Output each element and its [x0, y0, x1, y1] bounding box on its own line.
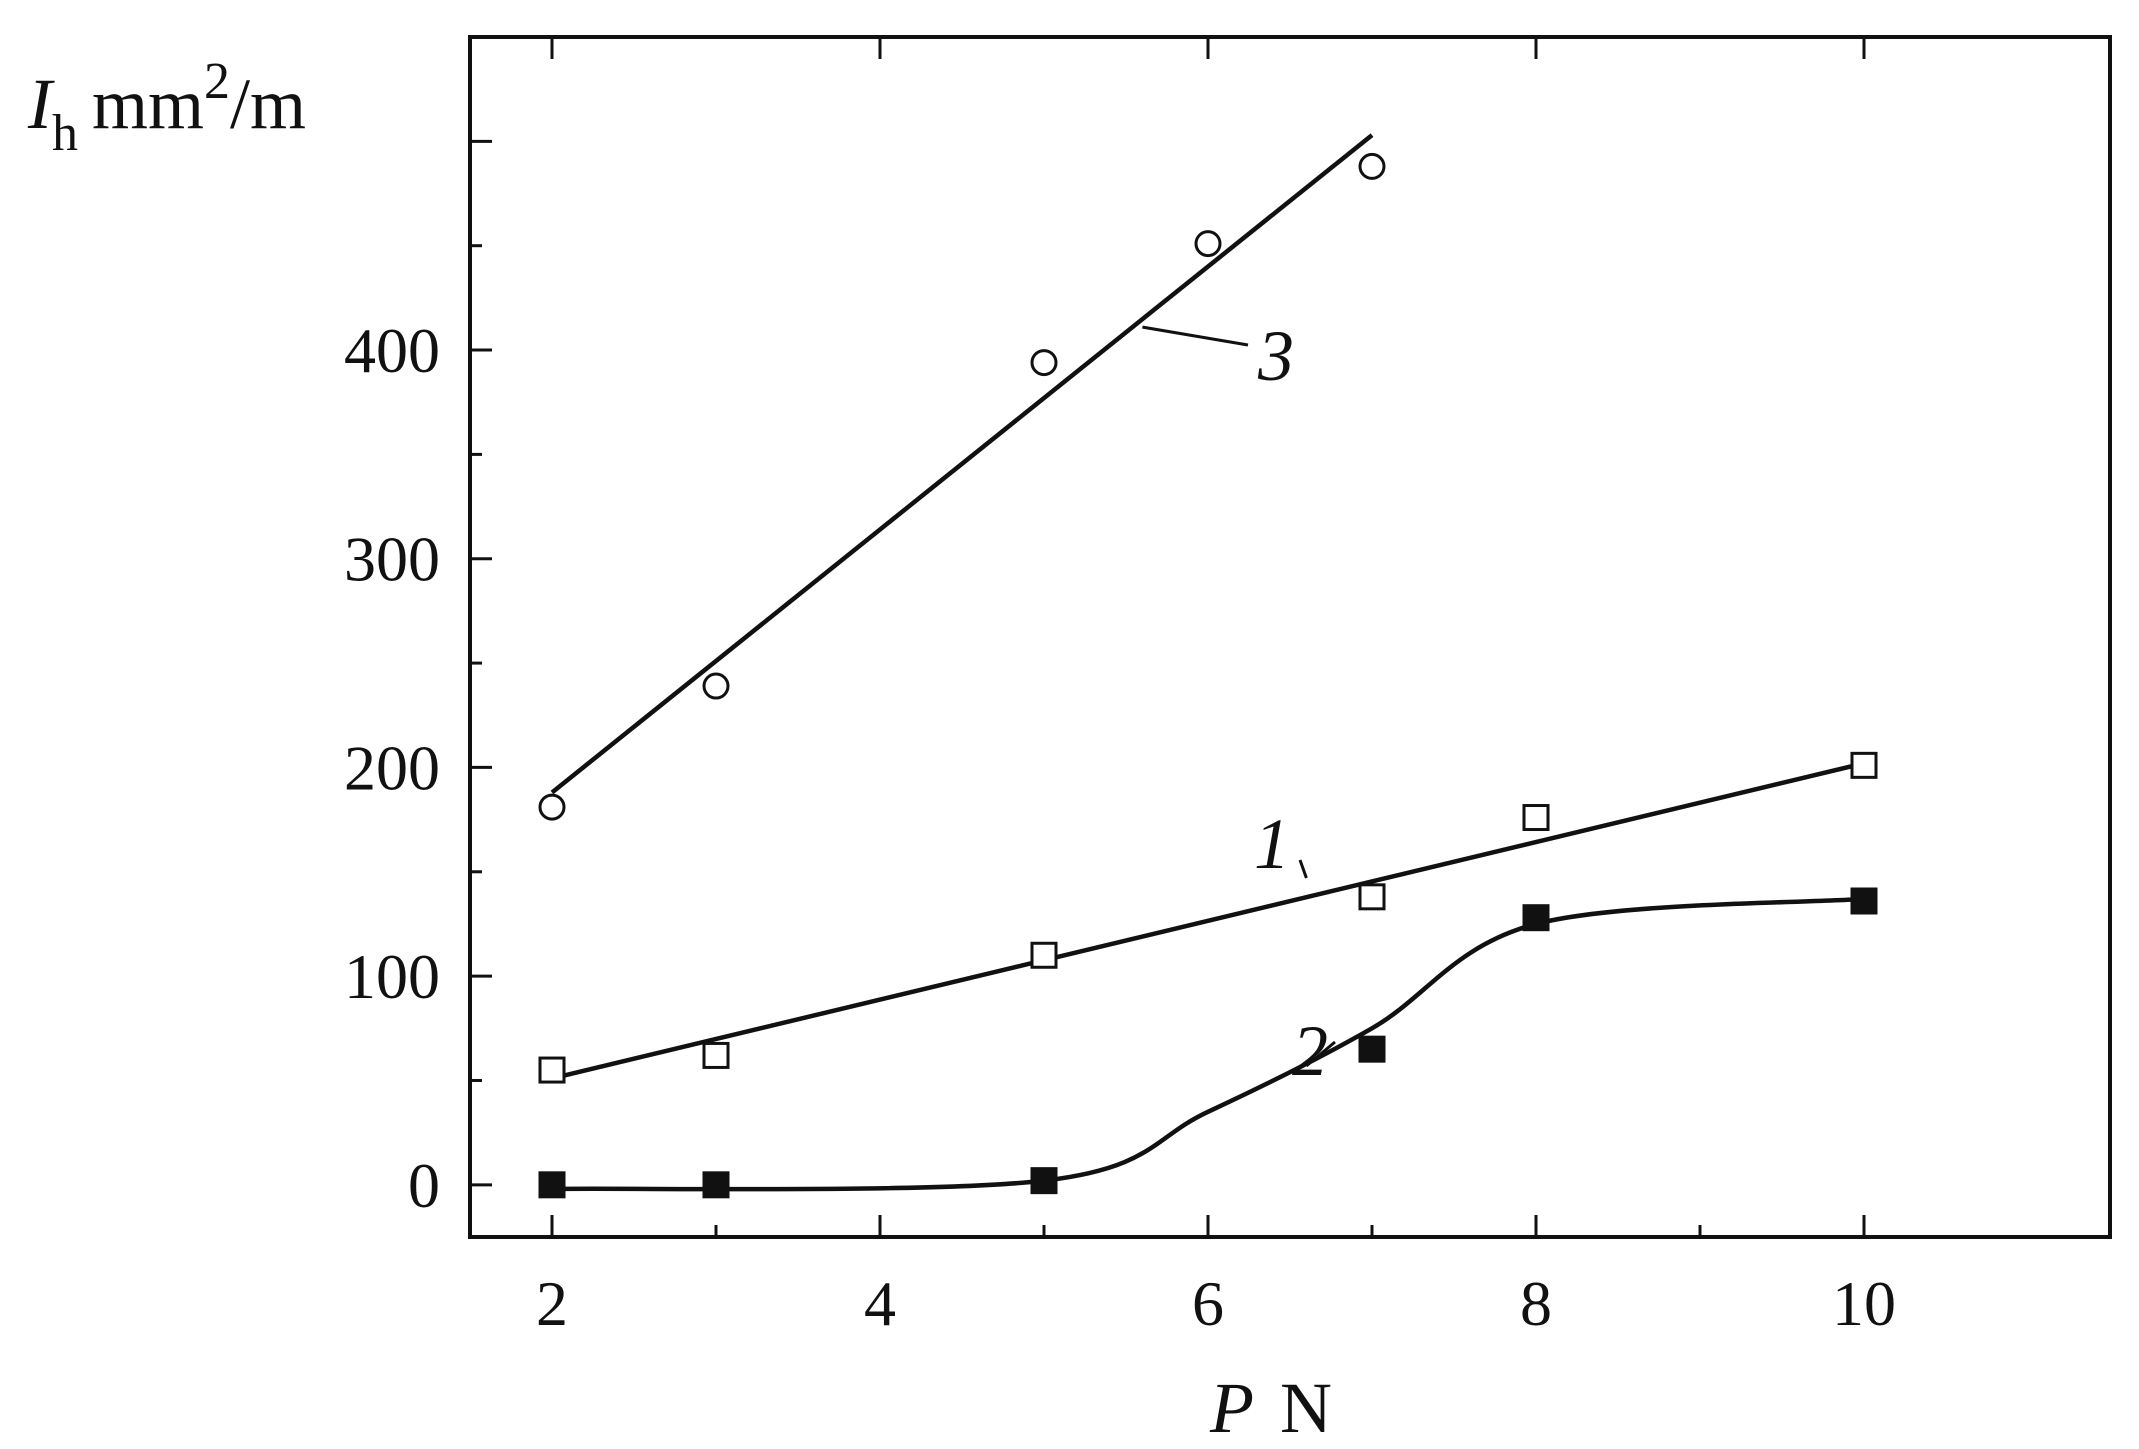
x-tick-label: 4 — [864, 1268, 896, 1339]
data-point-series-1 — [1030, 941, 1058, 969]
leader-line-series-2 — [1305, 1040, 1336, 1068]
y-tick-label: 300 — [344, 524, 440, 595]
x-tick-label: 2 — [536, 1268, 568, 1339]
data-point-series-3 — [1194, 230, 1222, 258]
data-point-series-3 — [1358, 152, 1386, 180]
data-point-series-3 — [538, 793, 566, 821]
data-point-series-3 — [1030, 349, 1058, 377]
plot-frame — [468, 35, 2112, 1239]
x-axis-unit: N — [1280, 1368, 1332, 1448]
fit-line-series-1 — [551, 761, 1865, 1081]
data-markers — [538, 152, 1878, 1199]
fit-line-series-2 — [551, 896, 1865, 1192]
y-axis-unit: mm — [92, 64, 204, 144]
data-point-series-1 — [1850, 751, 1878, 779]
y-tick-label: 400 — [344, 315, 440, 386]
data-point-series-2 — [702, 1171, 730, 1199]
data-point-series-1 — [1522, 804, 1550, 832]
leader-line-series-1 — [1298, 859, 1308, 879]
x-tick-label: 10 — [1832, 1268, 1896, 1339]
y-axis-title: Ih mm2/m — [27, 53, 306, 162]
data-point-series-3 — [702, 672, 730, 700]
y-axis-unit-power: 2 — [204, 53, 230, 110]
data-point-series-2 — [1850, 887, 1878, 915]
x-tick-label: 8 — [1520, 1268, 1552, 1339]
fit-lines — [550, 133, 1865, 1192]
y-axis-subscript: h — [52, 105, 78, 162]
leader-line-series-3 — [1142, 325, 1249, 347]
data-point-series-1 — [538, 1056, 566, 1084]
curve-label-series-2: 2 — [1292, 1011, 1328, 1091]
x-axis-symbol: P — [1209, 1368, 1254, 1448]
data-point-series-2 — [538, 1171, 566, 1199]
data-point-series-1 — [1358, 883, 1386, 911]
data-point-series-1 — [702, 1041, 730, 1069]
data-point-series-2 — [1358, 1035, 1386, 1063]
y-tick-label: 200 — [344, 732, 440, 803]
y-axis-unit-tail: /m — [230, 64, 306, 144]
y-tick-label: 0 — [408, 1150, 440, 1221]
y-tick-label: 100 — [344, 941, 440, 1012]
fit-line-series-3 — [550, 133, 1374, 795]
curve-label-series-1: 1 — [1254, 804, 1290, 884]
curve-labels: 1 2 3 — [1142, 316, 1336, 1091]
y-axis-symbol: I — [27, 64, 55, 144]
curve-label-series-3: 3 — [1257, 316, 1294, 396]
data-point-series-2 — [1030, 1167, 1058, 1195]
data-point-series-2 — [1522, 904, 1550, 932]
x-tick-label: 6 — [1192, 1268, 1224, 1339]
